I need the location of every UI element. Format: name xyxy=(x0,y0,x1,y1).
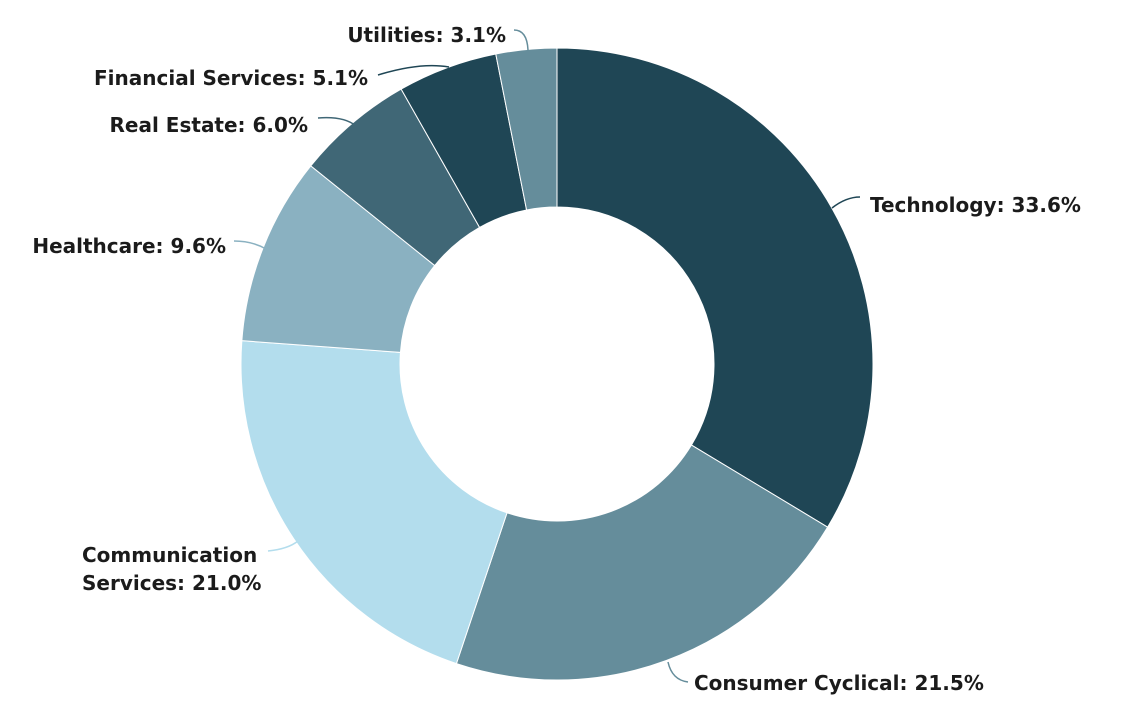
data-label-technology: Technology: 33.6% xyxy=(870,193,1081,217)
slice-consumer-cyclical xyxy=(455,444,829,681)
labels-layer: Technology: 33.6% Consumer Cyclical: 21.5… xyxy=(32,23,1081,695)
leader-line-communication-services xyxy=(267,540,299,552)
data-label-communication-services: Communication Services: 21.0% xyxy=(82,543,261,595)
slice-utilities xyxy=(495,47,558,211)
leader-line-technology xyxy=(831,196,861,209)
leader-lines-layer xyxy=(233,29,861,683)
data-label-healthcare: Healthcare: 9.6% xyxy=(32,234,226,258)
data-label-consumer-cyclical: Consumer Cyclical: 21.5% xyxy=(694,671,984,695)
slices-layer xyxy=(240,47,874,681)
slice-technology xyxy=(556,47,874,528)
data-label-financial-services: Financial Services: 5.1% xyxy=(94,66,368,90)
leader-line-financial-services xyxy=(377,64,450,76)
data-label-line: Communication xyxy=(82,543,257,567)
data-label-real-estate: Real Estate: 6.0% xyxy=(110,113,308,137)
leader-line-consumer-cyclical xyxy=(667,661,689,683)
data-label-line: Services: 21.0% xyxy=(82,571,261,595)
data-label-utilities: Utilities: 3.1% xyxy=(347,23,506,47)
leader-line-real-estate xyxy=(317,116,357,127)
leader-line-healthcare xyxy=(233,240,267,250)
slice-communication-services xyxy=(240,340,508,665)
leader-line-utilities xyxy=(513,29,529,51)
